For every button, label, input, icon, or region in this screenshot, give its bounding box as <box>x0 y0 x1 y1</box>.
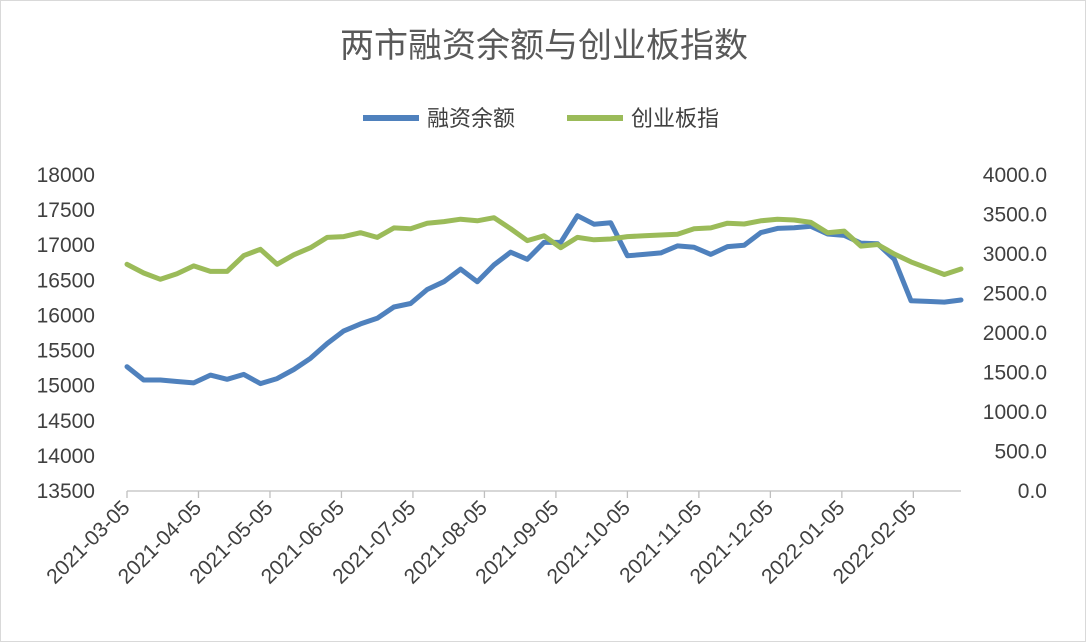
left-tick-label: 17500 <box>37 199 95 222</box>
right-tick-label: 3000.0 <box>983 243 1047 266</box>
right-tick-label: 4000.0 <box>983 164 1047 187</box>
right-tick-label: 0.0 <box>1018 480 1047 503</box>
left-tick-label: 18000 <box>37 164 95 187</box>
left-tick-label: 16500 <box>37 269 95 292</box>
right-tick-label: 500.0 <box>994 441 1047 464</box>
series-line-financing <box>124 213 964 387</box>
left-axis-ticks: 18000 17500 17000 16500 16000 15500 15000 14500… <box>37 164 95 503</box>
right-tick-label: 1500.0 <box>983 362 1047 385</box>
right-axis-ticks: 4000.0 3500.0 3000.0 2500.0 2000.0 1500.0 1000… <box>983 164 1047 503</box>
x-axis-ticks: 2021-03-052021-04-052021-05-052021-06-05… <box>42 491 921 588</box>
legend: 融资余额 创业板指 <box>363 107 719 132</box>
right-tick-label: 3500.0 <box>983 204 1047 227</box>
chart-title: 两市融资余额与创业板指数 <box>340 26 748 66</box>
right-tick-label: 2500.0 <box>983 283 1047 306</box>
left-tick-label: 14000 <box>37 445 95 468</box>
right-tick-label: 2000.0 <box>983 322 1047 345</box>
left-tick-label: 13500 <box>37 480 95 503</box>
left-tick-label: 15500 <box>37 340 95 363</box>
right-tick-label: 1000.0 <box>983 401 1047 424</box>
series-line-chinext <box>124 215 964 282</box>
left-tick-label: 17000 <box>37 234 95 257</box>
left-tick-label: 16000 <box>37 304 95 327</box>
legend-label-chinext: 创业板指 <box>631 107 719 132</box>
series-layer <box>124 213 964 387</box>
left-tick-label: 14500 <box>37 410 95 433</box>
legend-label-financing: 融资余额 <box>427 107 515 132</box>
left-tick-label: 15000 <box>37 375 95 398</box>
